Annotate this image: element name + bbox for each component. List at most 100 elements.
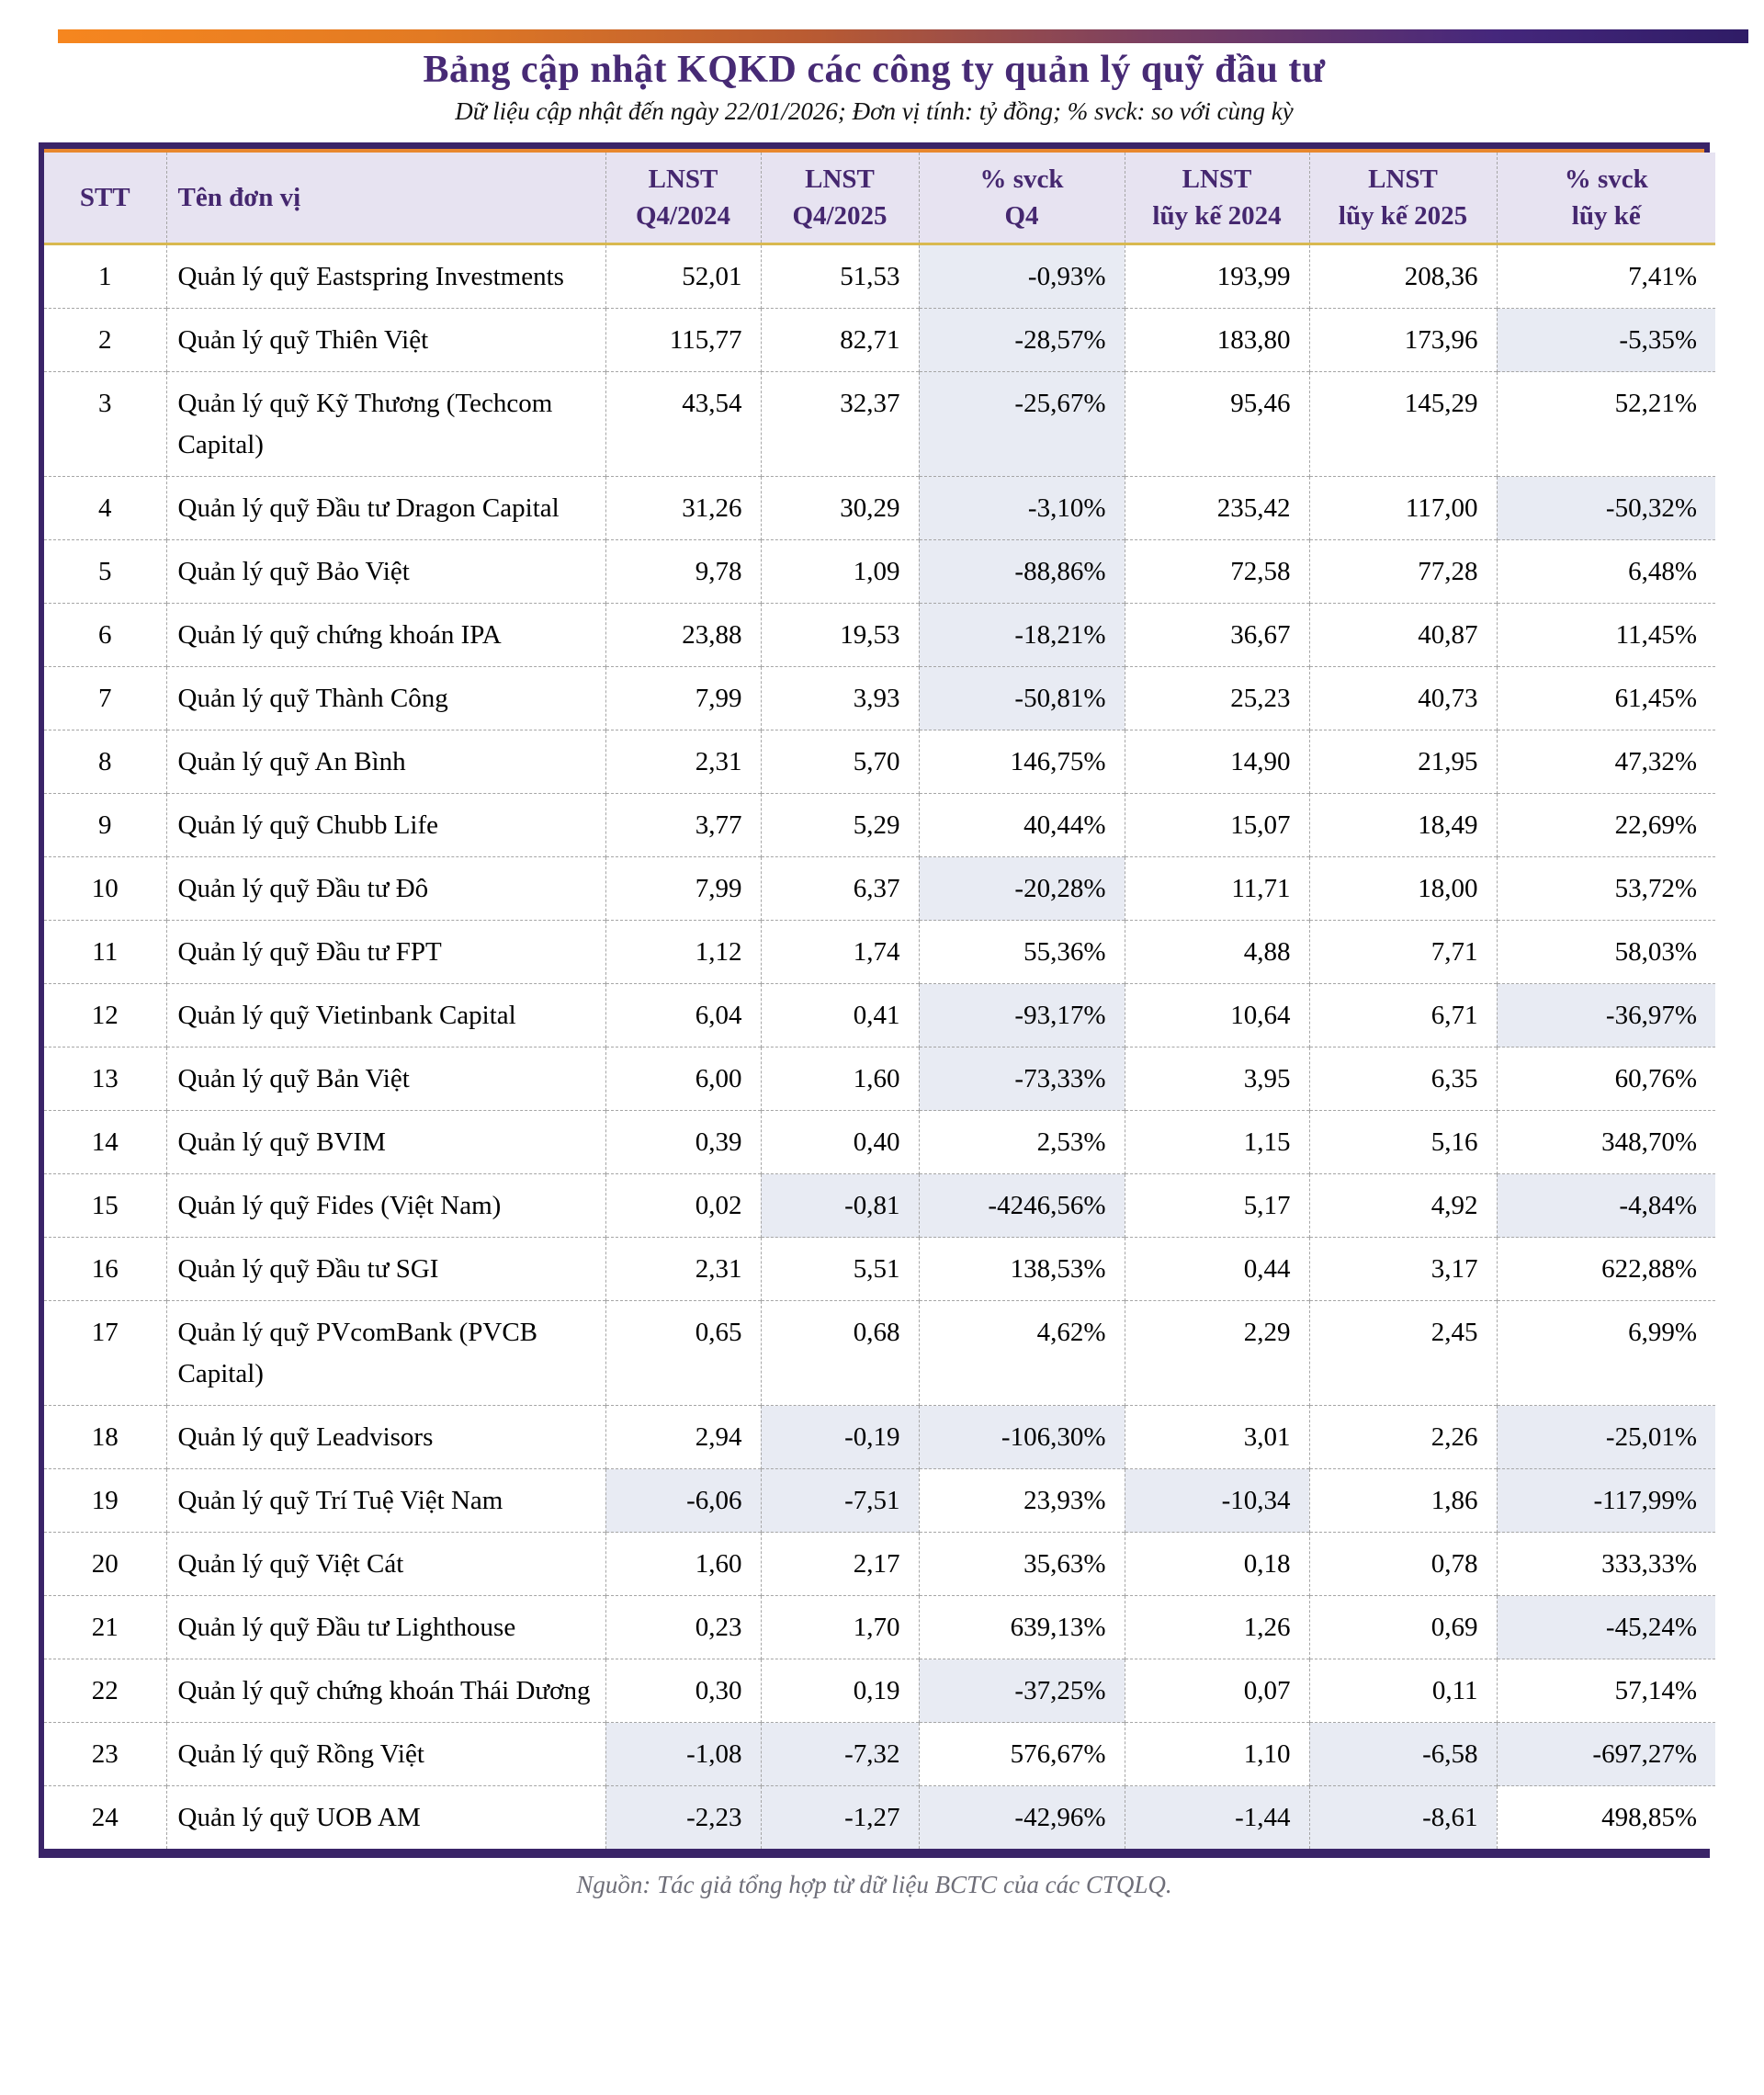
cell-value: 25,23: [1124, 666, 1309, 730]
cell-value: 0,23: [605, 1595, 761, 1659]
cell-value: 0,02: [605, 1173, 761, 1238]
cell-value: 6,35: [1308, 1047, 1497, 1111]
cell-value: 3,17: [1308, 1237, 1497, 1301]
cell-value: 4,92: [1308, 1173, 1497, 1238]
cell-stt: 10: [44, 856, 166, 921]
cell-value: -93,17%: [918, 983, 1125, 1048]
cell-value: 0,44: [1124, 1237, 1309, 1301]
cell-value: 1,26: [1124, 1595, 1309, 1659]
cell-value: 58,03%: [1496, 920, 1715, 984]
cell-value: 53,72%: [1496, 856, 1715, 921]
cell-value: 0,78: [1308, 1532, 1497, 1596]
cell-value: 1,70: [760, 1595, 919, 1659]
table-row: 9 Quản lý quỹ Chubb Life 3,77 5,29 40,44% 15,…: [44, 793, 1715, 857]
cell-value: 117,00: [1308, 476, 1497, 540]
cell-value: 639,13%: [918, 1595, 1125, 1659]
cell-company-name: Quản lý quỹ Việt Cát: [165, 1532, 605, 1596]
cell-value: 40,87: [1308, 603, 1497, 667]
table-row: 20 Quản lý quỹ Việt Cát 1,60 2,17 35,63% 0,18…: [44, 1532, 1715, 1596]
cell-stt: 21: [44, 1595, 166, 1659]
cell-value: 2,26: [1308, 1405, 1497, 1469]
cell-stt: 13: [44, 1047, 166, 1111]
cell-stt: 14: [44, 1110, 166, 1174]
table-row: 4 Quản lý quỹ Đầu tư Dragon Capital 31,26 3…: [44, 476, 1715, 540]
cell-value: -88,86%: [918, 539, 1125, 604]
cell-value: 173,96: [1308, 308, 1497, 372]
cell-value: -50,32%: [1496, 476, 1715, 540]
table-row: 3 Quản lý quỹ Kỹ Thương (Techcom Capital)…: [44, 371, 1715, 477]
cell-company-name: Quản lý quỹ Thành Công: [165, 666, 605, 730]
cell-value: 145,29: [1308, 371, 1497, 477]
cell-value: 146,75%: [918, 730, 1125, 794]
cell-value: 35,63%: [918, 1532, 1125, 1596]
cell-value: 6,37: [760, 856, 919, 921]
cell-value: 0,68: [760, 1300, 919, 1406]
cell-value: -37,25%: [918, 1659, 1125, 1723]
cell-value: 2,94: [605, 1405, 761, 1469]
cell-value: 4,88: [1124, 920, 1309, 984]
cell-value: 47,32%: [1496, 730, 1715, 794]
cell-value: -0,93%: [918, 243, 1125, 309]
cell-stt: 2: [44, 308, 166, 372]
table-row: 1 Quản lý quỹ Eastspring Investments 52,01…: [44, 243, 1715, 309]
cell-stt: 1: [44, 243, 166, 309]
cell-stt: 6: [44, 603, 166, 667]
cell-company-name: Quản lý quỹ An Bình: [165, 730, 605, 794]
cell-company-name: Quản lý quỹ Chubb Life: [165, 793, 605, 857]
cell-company-name: Quản lý quỹ Đầu tư Lighthouse: [165, 1595, 605, 1659]
cell-value: -42,96%: [918, 1785, 1125, 1849]
cell-value: 193,99: [1124, 243, 1309, 309]
cell-value: 333,33%: [1496, 1532, 1715, 1596]
table-row: 19 Quản lý quỹ Trí Tuệ Việt Nam -6,06 -7,51…: [44, 1468, 1715, 1533]
cell-value: 1,15: [1124, 1110, 1309, 1174]
cell-company-name: Quản lý quỹ chứng khoán IPA: [165, 603, 605, 667]
cell-value: 3,77: [605, 793, 761, 857]
cell-value: -18,21%: [918, 603, 1125, 667]
cell-value: 61,45%: [1496, 666, 1715, 730]
cell-value: 115,77: [605, 308, 761, 372]
column-header: % svck lũy kế: [1496, 153, 1715, 245]
column-header: LNST lũy kế 2025: [1308, 153, 1497, 245]
cell-value: 7,71: [1308, 920, 1497, 984]
cell-value: 3,93: [760, 666, 919, 730]
cell-company-name: Quản lý quỹ Đầu tư SGI: [165, 1237, 605, 1301]
cell-value: 2,31: [605, 730, 761, 794]
cell-value: 0,65: [605, 1300, 761, 1406]
content-area: Bảng cập nhật KQKD các công ty quản lý q…: [39, 48, 1715, 1899]
cell-company-name: Quản lý quỹ Kỹ Thương (Techcom Capital): [165, 371, 605, 477]
cell-value: 30,29: [760, 476, 919, 540]
cell-company-name: Quản lý quỹ PVcomBank (PVCB Capital): [165, 1300, 605, 1406]
cell-stt: 22: [44, 1659, 166, 1723]
cell-value: 57,14%: [1496, 1659, 1715, 1723]
cell-value: 77,28: [1308, 539, 1497, 604]
table-row: 14 Quản lý quỹ BVIM 0,39 0,40 2,53% 1,15 5,16 3…: [44, 1110, 1715, 1174]
cell-value: 0,69: [1308, 1595, 1497, 1659]
cell-value: 52,21%: [1496, 371, 1715, 477]
cell-value: -2,23: [605, 1785, 761, 1849]
page-subtitle: Dữ liệu cập nhật đến ngày 22/01/2026; Đơ…: [455, 97, 1294, 125]
cell-company-name: Quản lý quỹ chứng khoán Thái Dương: [165, 1659, 605, 1723]
cell-value: 95,46: [1124, 371, 1309, 477]
cell-value: 6,00: [605, 1047, 761, 1111]
cell-value: -5,35%: [1496, 308, 1715, 372]
table-row: 15 Quản lý quỹ Fides (Việt Nam) 0,02 -0,81-…: [44, 1173, 1715, 1238]
cell-value: -1,08: [605, 1722, 761, 1786]
table-row: 18 Quản lý quỹ Leadvisors 2,94 -0,19 -106,30…: [44, 1405, 1715, 1469]
cell-value: 0,07: [1124, 1659, 1309, 1723]
cell-value: 60,76%: [1496, 1047, 1715, 1111]
cell-value: -6,06: [605, 1468, 761, 1533]
cell-company-name: Quản lý quỹ Bản Việt: [165, 1047, 605, 1111]
cell-stt: 12: [44, 983, 166, 1048]
cell-value: 6,99%: [1496, 1300, 1715, 1406]
cell-value: 138,53%: [918, 1237, 1125, 1301]
cell-value: 3,01: [1124, 1405, 1309, 1469]
cell-value: -25,01%: [1496, 1405, 1715, 1469]
table-row: 8 Quản lý quỹ An Bình 2,31 5,70 146,75% 14,90…: [44, 730, 1715, 794]
cell-value: -117,99%: [1496, 1468, 1715, 1533]
column-header: Tên đơn vị: [165, 153, 605, 245]
cell-value: 43,54: [605, 371, 761, 477]
cell-value: 3,95: [1124, 1047, 1309, 1111]
cell-value: 1,09: [760, 539, 919, 604]
cell-value: 7,99: [605, 666, 761, 730]
cell-stt: 20: [44, 1532, 166, 1596]
